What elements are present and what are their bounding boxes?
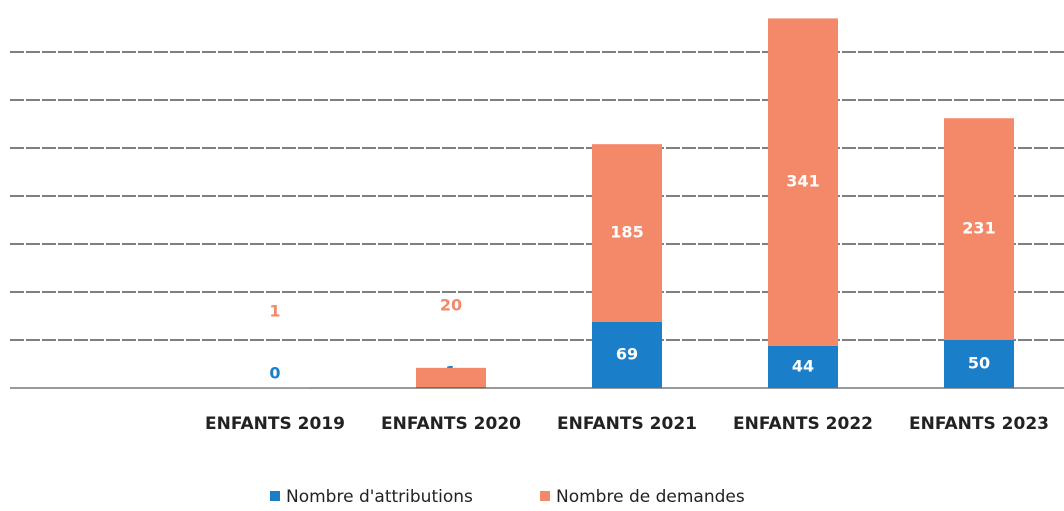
bar-segment [240,387,310,388]
data-label: 20 [440,295,462,314]
bar-segment [944,118,1014,341]
x-tick-label: ENFANTS 2023 [909,414,1049,434]
bar-segment [768,18,838,346]
bar-segment [768,345,838,388]
bar-segment [416,387,486,388]
x-tick-label: ENFANTS 2019 [205,414,345,434]
data-label: 0 [269,364,280,383]
data-label: 341 [786,172,819,191]
bar-segment [416,367,486,388]
bar-segment [592,321,662,388]
x-tick-label: ENFANTS 2021 [557,414,697,434]
data-label: 44 [792,356,814,375]
legend-label: Nombre d'attributions [286,487,473,507]
data-label: 185 [610,222,643,241]
legend-swatch [540,491,550,501]
data-label: 1 [269,302,280,321]
bar-segment [592,144,662,322]
x-tick-label: ENFANTS 2020 [381,414,521,434]
bar-segment [944,340,1014,388]
data-label: 69 [616,344,638,363]
legend-label: Nombre de demandes [556,487,745,507]
legend-swatch [270,491,280,501]
data-label: 231 [962,219,995,238]
data-label: 50 [968,354,990,373]
x-tick-label: ENFANTS 2022 [733,414,873,434]
